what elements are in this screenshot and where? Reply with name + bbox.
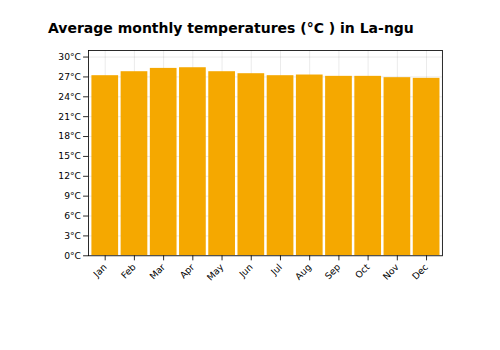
svg-text:Sep: Sep: [322, 261, 342, 281]
svg-text:Aug: Aug: [293, 261, 313, 281]
svg-text:Feb: Feb: [119, 261, 138, 280]
svg-text:3°C: 3°C: [64, 230, 81, 241]
svg-text:0°C: 0°C: [64, 250, 81, 261]
svg-text:27°C: 27°C: [58, 71, 81, 82]
svg-text:24°C: 24°C: [58, 91, 81, 102]
svg-text:Jul: Jul: [268, 261, 284, 277]
html-text:Average monthly temperatures (: Average monthly temperatures (°C ) in La…: [48, 20, 414, 36]
svg-text:Jun: Jun: [236, 261, 255, 280]
svg-text:18°C: 18°C: [58, 130, 81, 141]
svg-text:Mar: Mar: [147, 261, 167, 281]
svg-text:30°C: 30°C: [58, 51, 81, 62]
svg-text:15°C: 15°C: [58, 150, 81, 161]
svg-text:Nov: Nov: [380, 261, 401, 282]
svg-text:21°C: 21°C: [58, 111, 81, 122]
svg-text:Apr: Apr: [177, 261, 196, 280]
svg-text:12°C: 12°C: [58, 170, 81, 181]
svg-text:9°C: 9°C: [64, 190, 81, 201]
svg-text:Dec: Dec: [410, 261, 430, 281]
svg-text:May: May: [204, 261, 226, 283]
svg-text:6°C: 6°C: [64, 210, 81, 221]
svg-text:Oct: Oct: [353, 261, 372, 280]
svg-text:Jan: Jan: [90, 261, 109, 280]
